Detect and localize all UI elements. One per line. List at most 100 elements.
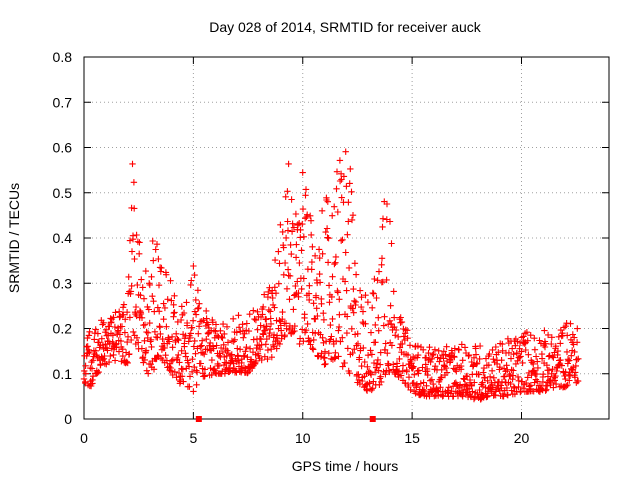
data-point xyxy=(515,383,522,391)
data-point xyxy=(157,330,164,338)
data-point xyxy=(257,322,264,329)
data-point xyxy=(399,362,407,369)
data-point xyxy=(362,292,369,299)
data-point xyxy=(281,332,288,339)
data-point xyxy=(531,346,539,353)
data-point xyxy=(155,353,162,360)
data-point xyxy=(103,332,110,339)
data-point xyxy=(161,344,168,352)
data-point xyxy=(282,193,289,200)
data-point xyxy=(403,366,410,374)
data-point xyxy=(318,207,326,214)
data-point xyxy=(396,344,404,351)
data-point xyxy=(344,313,351,320)
data-point xyxy=(407,386,414,394)
data-point xyxy=(268,354,275,361)
data-point xyxy=(297,234,304,241)
data-point xyxy=(563,382,570,390)
data-point xyxy=(271,304,278,311)
data-point xyxy=(523,379,530,387)
data-point xyxy=(378,261,385,268)
data-point xyxy=(574,325,581,332)
data-point xyxy=(271,256,279,264)
data-point xyxy=(154,304,161,311)
data-point xyxy=(378,255,386,262)
data-point xyxy=(371,369,379,376)
y-tick-label: 0.7 xyxy=(53,94,73,110)
data-point xyxy=(269,301,277,309)
data-point xyxy=(325,350,332,357)
data-point xyxy=(186,334,194,342)
data-point xyxy=(528,372,535,379)
data-point xyxy=(382,371,389,378)
data-point xyxy=(100,355,108,362)
data-point xyxy=(345,264,353,272)
y-tick-label: 0.4 xyxy=(53,230,73,246)
data-point xyxy=(125,273,132,281)
data-point xyxy=(230,315,237,322)
data-point xyxy=(459,393,466,400)
data-point xyxy=(92,347,99,354)
data-point xyxy=(293,241,300,248)
data-point xyxy=(317,331,324,338)
data-point xyxy=(427,358,434,366)
data-point xyxy=(89,376,96,384)
data-point xyxy=(110,314,117,321)
data-point xyxy=(105,358,113,366)
data-point xyxy=(191,271,198,279)
data-point xyxy=(340,173,348,180)
data-point xyxy=(335,353,342,360)
data-point xyxy=(348,188,355,195)
data-point xyxy=(334,208,341,216)
data-point xyxy=(119,304,127,311)
data-point xyxy=(316,254,323,262)
data-point xyxy=(331,203,338,210)
data-point xyxy=(562,323,569,330)
data-point xyxy=(476,386,483,394)
data-point xyxy=(156,308,163,315)
data-point xyxy=(168,297,175,304)
data-point xyxy=(324,259,332,266)
data-point xyxy=(344,231,351,238)
data-point xyxy=(329,273,336,280)
data-point xyxy=(431,346,439,353)
data-point xyxy=(548,340,555,348)
data-point xyxy=(231,336,238,343)
data-point xyxy=(395,368,403,375)
data-point xyxy=(518,348,525,355)
data-point xyxy=(346,370,353,377)
data-point xyxy=(513,350,521,357)
data-point xyxy=(489,384,497,391)
data-point xyxy=(404,335,411,342)
data-point xyxy=(428,355,436,362)
data-point xyxy=(135,339,142,346)
data-point xyxy=(188,277,195,284)
data-point xyxy=(288,196,295,203)
data-point xyxy=(534,378,541,385)
data-point xyxy=(262,341,269,348)
data-point xyxy=(84,349,92,357)
data-point xyxy=(252,316,260,324)
data-point xyxy=(341,278,349,285)
data-point xyxy=(325,282,333,289)
data-point xyxy=(405,374,413,381)
data-point xyxy=(257,313,265,321)
data-point xyxy=(525,351,532,358)
data-point xyxy=(279,228,286,236)
data-point xyxy=(292,291,299,298)
data-point xyxy=(126,350,133,358)
data-point xyxy=(354,330,361,337)
data-point xyxy=(430,350,437,358)
data-point xyxy=(180,378,187,385)
data-point xyxy=(150,366,158,373)
data-point xyxy=(213,342,220,349)
data-point xyxy=(193,369,201,376)
data-point xyxy=(561,372,568,380)
data-point xyxy=(246,345,254,352)
data-point xyxy=(351,297,358,305)
data-point xyxy=(269,294,276,302)
data-point xyxy=(361,358,368,366)
data-point xyxy=(327,321,334,329)
data-point xyxy=(473,360,480,368)
data-point xyxy=(324,198,331,205)
